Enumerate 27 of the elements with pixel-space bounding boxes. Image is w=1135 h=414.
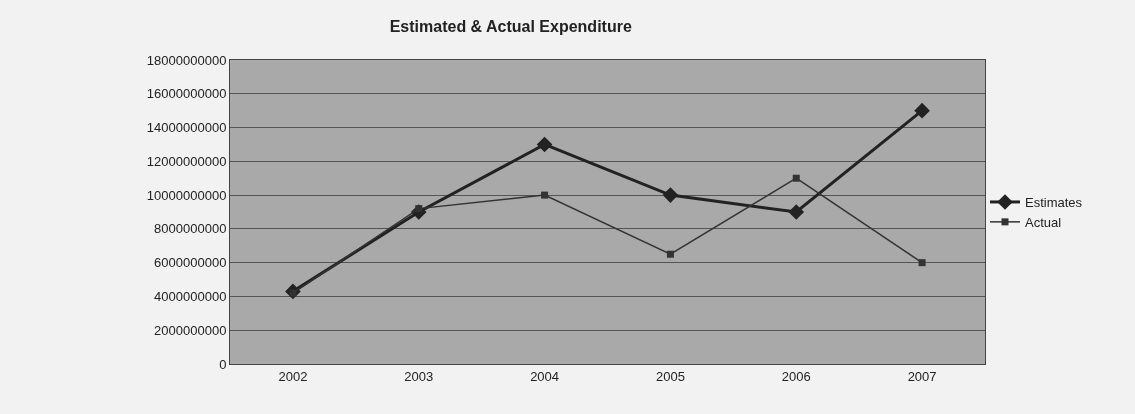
y-tick-label: 18000000000: [146, 52, 227, 68]
point: [788, 204, 805, 220]
legend-label: Actual: [1025, 214, 1062, 230]
y-tick-label: 6000000000: [154, 255, 227, 271]
y-tick-label: 10000000000: [146, 187, 227, 203]
chart-title: Estimated & Actual Expenditure: [389, 17, 632, 35]
x-tick-label: 2007: [907, 368, 937, 384]
x-tick-label: 2004: [530, 368, 560, 384]
y-tick-label: 8000000000: [154, 221, 227, 237]
point: [914, 102, 930, 119]
y-tick-label: 4000000000: [154, 288, 227, 304]
y-tick-label: 2000000000: [154, 322, 227, 338]
point: [662, 187, 679, 203]
point: [666, 250, 674, 258]
y-tick-label: 16000000000: [146, 86, 227, 102]
legend-label: Estimates: [1025, 195, 1083, 211]
y-tick-label: 12000000000: [146, 153, 227, 169]
x-tick-label: 2002: [278, 368, 308, 384]
x-tick-label: 2005: [655, 368, 685, 384]
point: [792, 174, 800, 182]
point: [541, 191, 549, 199]
x-tick-label: 2006: [781, 368, 811, 384]
y-tick-label: 0: [219, 356, 227, 372]
point: [536, 136, 553, 153]
x-tick-label: 2003: [404, 368, 434, 384]
point: [918, 259, 926, 267]
y-tick-label: 14000000000: [146, 120, 227, 136]
